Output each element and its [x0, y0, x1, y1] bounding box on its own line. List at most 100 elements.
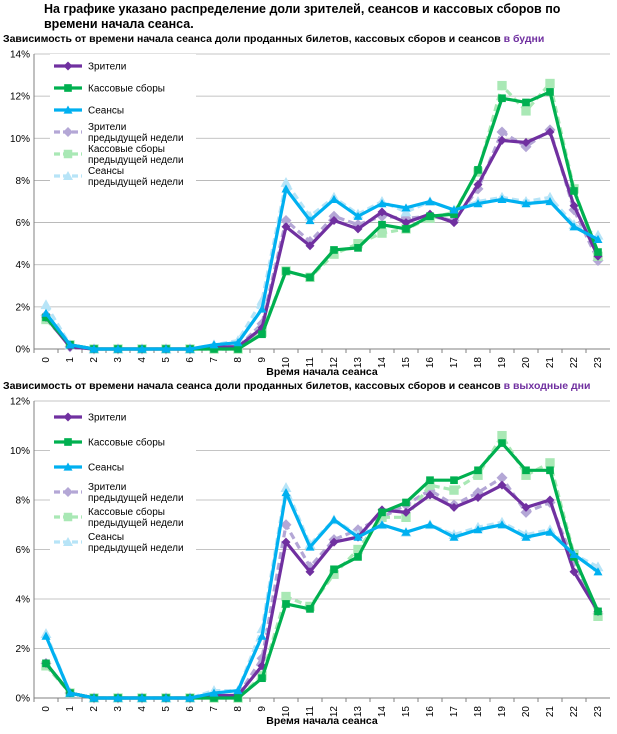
data-point [257, 304, 267, 313]
data-point [450, 210, 458, 218]
legend-label: Кассовые сборы предыдущей недели [88, 506, 184, 529]
data-point [449, 205, 459, 214]
data-point [377, 512, 387, 522]
data-point [137, 693, 147, 702]
legend-swatch-marker [63, 61, 73, 71]
data-point [496, 126, 508, 138]
legend-label-line: предыдущей недели [88, 493, 184, 504]
data-point [545, 78, 555, 89]
data-point [545, 495, 555, 505]
x-tick-label: 13 [353, 706, 364, 718]
x-tick-label: 23 [593, 706, 604, 718]
series-sessions [41, 488, 603, 702]
data-point [280, 482, 292, 493]
x-axis-label: Время начала сеанса [266, 715, 378, 727]
data-point [210, 345, 218, 353]
data-point [497, 430, 507, 441]
x-tick-label: 8 [233, 706, 244, 712]
data-point [449, 218, 459, 228]
y-tick-label: 8% [16, 176, 31, 187]
data-point [594, 607, 602, 616]
data-point [521, 138, 531, 147]
legend-label-line: Кассовые сборы [88, 143, 165, 155]
data-point [593, 567, 603, 576]
y-tick-label: 14% [10, 50, 30, 61]
data-point [473, 525, 483, 534]
data-point [401, 527, 411, 536]
chart-title-main: Зависимость от времени начала сеанса дол… [3, 33, 501, 45]
legend-swatch-marker [63, 487, 73, 497]
data-point [400, 206, 412, 217]
data-point [425, 480, 435, 490]
data-point [210, 694, 218, 702]
data-point [496, 472, 508, 484]
data-point [377, 228, 387, 238]
legend-label: Сеансы [88, 106, 124, 117]
data-point [473, 180, 483, 190]
data-point [305, 215, 315, 225]
legend-swatch-marker [63, 149, 73, 159]
data-point [402, 225, 410, 233]
legend-label-line: предыдущей недели [88, 133, 184, 144]
x-tick-label: 12 [329, 357, 340, 369]
series-line [44, 476, 600, 700]
x-tick-label: 5 [161, 357, 172, 363]
data-point [282, 267, 290, 275]
legend-label: Зрители предыдущей недели [88, 122, 184, 144]
data-point [497, 80, 507, 91]
legend-label-line: Кассовые сборы [88, 506, 165, 518]
legend-label: Зрители [88, 413, 126, 424]
x-tick-label: 3 [113, 706, 124, 712]
data-point [233, 686, 243, 695]
data-point [402, 498, 410, 507]
x-tick-label: 16 [425, 357, 436, 369]
data-point [185, 693, 195, 702]
data-point [544, 191, 556, 202]
y-tick-label: 8% [16, 496, 31, 507]
data-point [521, 199, 531, 208]
data-point [378, 220, 386, 229]
data-point [353, 238, 363, 249]
y-tick-label: 4% [16, 260, 31, 271]
data-point [353, 224, 363, 234]
y-tick-label: 6% [16, 545, 31, 556]
y-tick-label: 0% [16, 694, 31, 705]
legend-swatch-marker [63, 127, 73, 137]
legend-label-line: Сеансы [88, 532, 124, 543]
data-point [257, 631, 267, 640]
x-tick-label: 15 [401, 706, 412, 718]
data-point [281, 537, 291, 547]
x-tick-label: 0 [41, 706, 52, 712]
data-point [305, 567, 315, 577]
y-tick-label: 6% [16, 218, 31, 229]
data-point [40, 299, 52, 310]
data-point [472, 487, 484, 499]
x-tick-label: 11 [305, 357, 316, 368]
data-point [258, 674, 266, 683]
x-tick-label: 9 [257, 357, 268, 363]
data-point [281, 488, 291, 497]
data-point [305, 241, 315, 251]
data-point [65, 688, 75, 697]
data-point [401, 507, 411, 517]
legend-label: Кассовые сборы предыдущей недели [88, 143, 184, 166]
data-point [41, 631, 51, 640]
x-tick-label: 22 [569, 706, 580, 718]
legend-label-line: Зрители [88, 482, 126, 493]
x-axis-label: Время начала сеанса [266, 366, 378, 378]
data-point [569, 222, 579, 231]
data-point [401, 218, 411, 228]
data-point [569, 567, 579, 577]
data-point [546, 466, 554, 475]
data-point [497, 194, 507, 203]
data-point [353, 211, 363, 220]
data-point [161, 344, 171, 353]
data-point [498, 94, 506, 103]
data-point [329, 537, 339, 547]
data-point [522, 98, 530, 107]
data-point [113, 693, 123, 702]
data-point [425, 490, 435, 500]
y-tick-label: 2% [16, 302, 31, 313]
x-tick-label: 13 [353, 357, 364, 369]
